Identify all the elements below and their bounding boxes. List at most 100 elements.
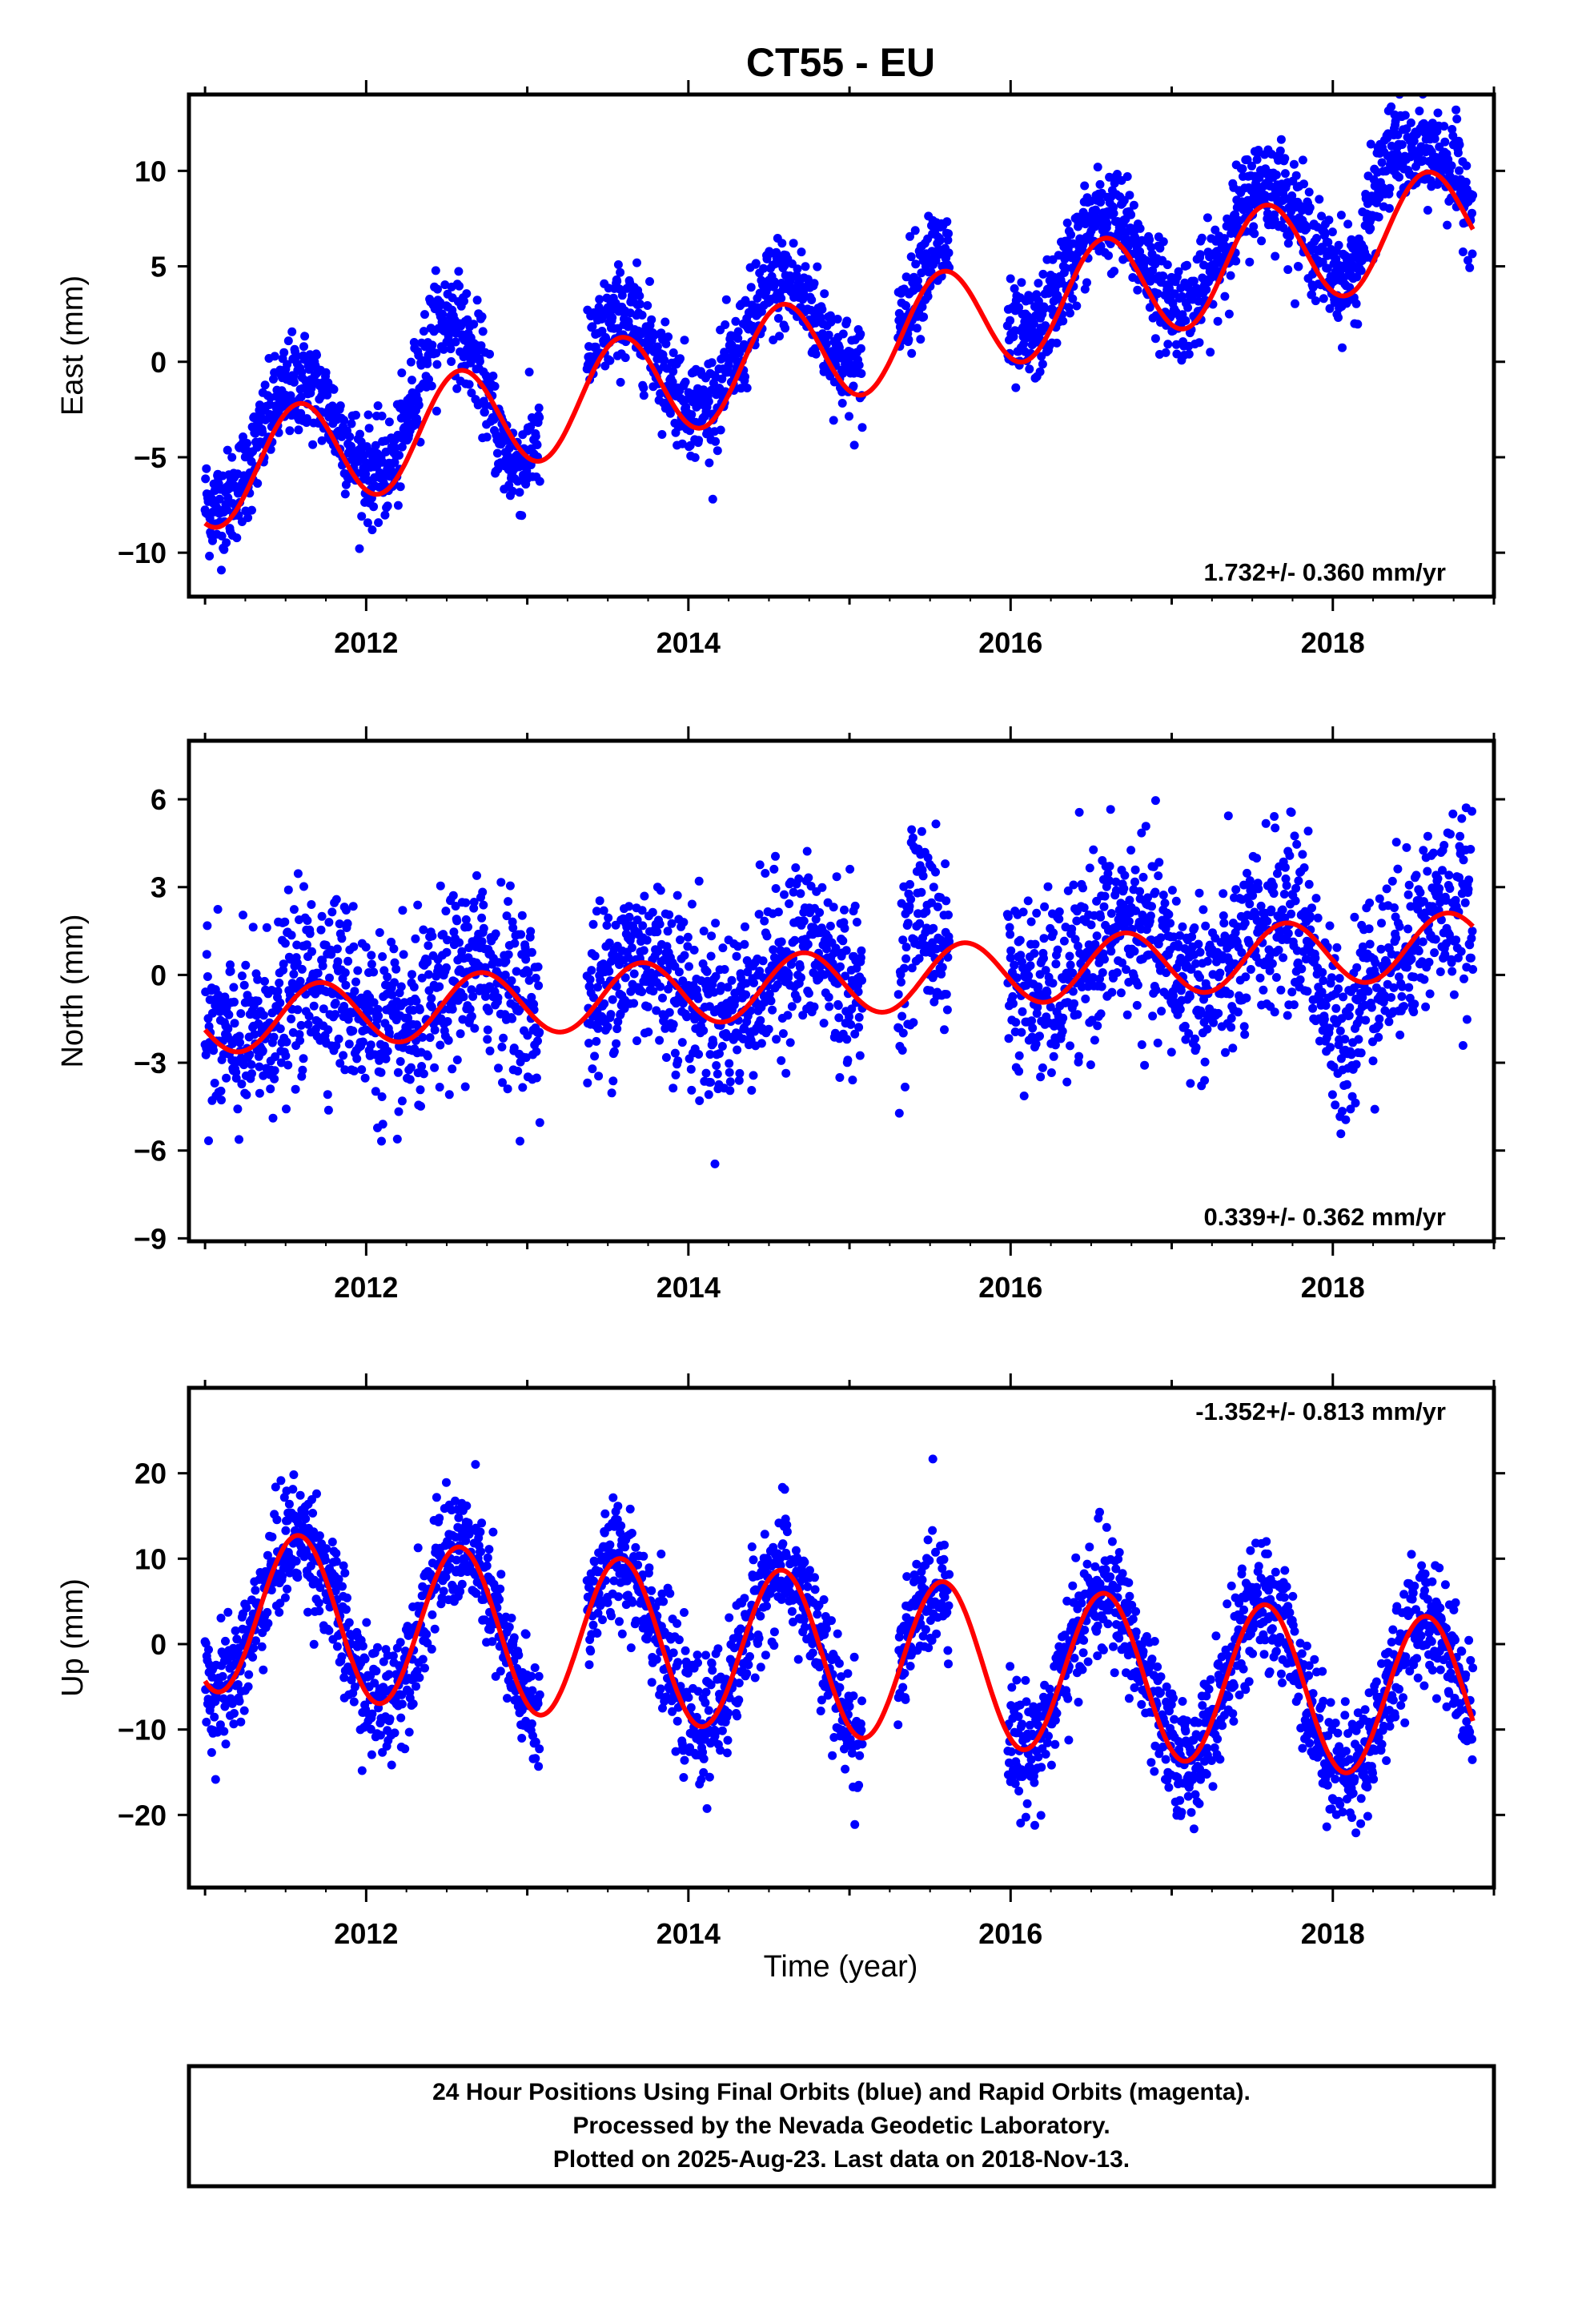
data-point (1385, 183, 1395, 193)
data-point (1267, 905, 1276, 915)
data-point (317, 436, 327, 445)
data-point (588, 1064, 597, 1074)
data-point (331, 999, 340, 1007)
data-point (639, 383, 648, 392)
data-point (777, 937, 786, 947)
data-point (1406, 118, 1415, 127)
data-point (1291, 171, 1301, 180)
data-point (705, 458, 714, 468)
data-point (1279, 953, 1288, 963)
data-point (441, 907, 451, 916)
data-point (749, 978, 758, 987)
data-point (1269, 889, 1279, 899)
data-point (1287, 909, 1296, 919)
data-point (848, 1076, 857, 1085)
data-point (1242, 993, 1251, 1003)
data-point (1279, 223, 1288, 233)
data-point (203, 972, 212, 981)
data-point (1271, 823, 1280, 833)
data-point (1165, 283, 1174, 293)
data-point (1154, 871, 1163, 881)
data-point (406, 357, 416, 367)
data-point (854, 1012, 864, 1022)
data-point (1017, 1027, 1026, 1037)
data-point (1312, 234, 1321, 243)
data-point (219, 545, 229, 554)
data-point (1068, 239, 1078, 248)
data-point (1366, 223, 1375, 233)
data-point (1038, 269, 1048, 279)
data-point (1118, 958, 1126, 967)
data-point (517, 511, 527, 521)
data-point (794, 874, 804, 883)
data-point (854, 360, 864, 370)
data-point (733, 327, 743, 336)
data-point (1352, 963, 1362, 972)
data-point (532, 440, 542, 449)
data-point (840, 923, 849, 933)
data-point (391, 964, 401, 974)
data-point (653, 947, 663, 956)
data-point (724, 368, 733, 377)
data-point (339, 1051, 348, 1060)
data-point (648, 907, 657, 917)
data-point (258, 1046, 267, 1055)
data-point (213, 905, 223, 914)
data-point (707, 931, 717, 941)
data-point (687, 410, 697, 420)
data-point (704, 1090, 713, 1100)
data-point (1058, 316, 1068, 326)
data-point (1129, 200, 1138, 210)
data-point (292, 352, 302, 360)
data-point (396, 482, 405, 492)
data-point (369, 502, 379, 512)
data-point (757, 1039, 766, 1048)
data-point (737, 973, 745, 983)
data-point (849, 440, 859, 450)
data-point (237, 971, 247, 981)
east-y-axis-label: East (mm) (56, 275, 90, 416)
data-point (448, 891, 458, 900)
data-point (217, 1096, 226, 1105)
data-point (515, 1005, 524, 1015)
east-frame (187, 92, 1496, 599)
data-point (414, 400, 424, 410)
data-point (269, 1032, 279, 1042)
data-point (727, 975, 737, 985)
x-tick-label: 2018 (1301, 626, 1365, 659)
data-point (452, 916, 462, 926)
data-point (329, 384, 339, 394)
data-point (915, 919, 925, 928)
data-point (296, 1020, 306, 1030)
data-point (944, 911, 953, 919)
data-point (444, 1090, 454, 1100)
y-tick-label: −5 (134, 441, 167, 474)
data-point (841, 971, 850, 981)
data-point (1287, 987, 1297, 997)
data-point (341, 906, 351, 915)
data-point (1227, 1023, 1236, 1032)
data-point (1161, 348, 1170, 357)
data-point (1334, 313, 1343, 322)
data-point (469, 320, 479, 329)
data-point (1052, 338, 1062, 348)
data-point (711, 919, 721, 928)
data-point (1302, 222, 1311, 231)
data-point (504, 950, 513, 959)
data-point (377, 412, 387, 420)
data-point (1115, 911, 1125, 920)
data-point (1271, 251, 1280, 261)
data-point (512, 967, 521, 976)
data-point (1334, 984, 1343, 994)
data-point (209, 1046, 219, 1055)
data-point (296, 392, 306, 402)
data-point (699, 927, 709, 936)
data-point (1335, 974, 1344, 983)
data-point (1116, 988, 1126, 998)
data-point (1358, 993, 1367, 1002)
data-point (933, 902, 942, 911)
data-point (1462, 161, 1472, 171)
data-point (1038, 360, 1047, 369)
data-point (690, 1015, 700, 1024)
